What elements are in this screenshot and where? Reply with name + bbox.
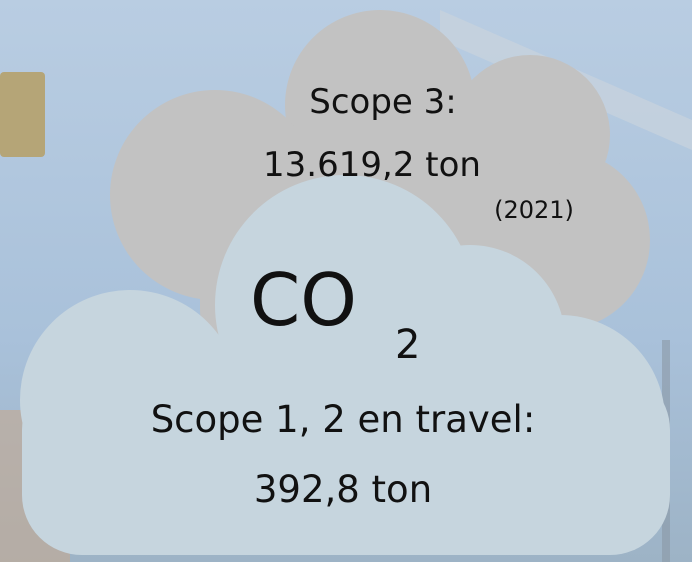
co2-subscript: 2 (395, 322, 420, 368)
scope12-amount: 392,8 ton (254, 468, 432, 511)
scope3-year: (2021) (494, 196, 574, 224)
scope12-label: Scope 1, 2 en travel: (151, 398, 536, 441)
infographic: Scope 3: 13.619,2 ton (2021) CO 2 Scope … (0, 0, 692, 562)
co2-text: CO (250, 258, 357, 342)
scope3-label: Scope 3: (309, 82, 456, 122)
tan-tab (0, 72, 45, 157)
scope3-amount: 13.619,2 ton (263, 145, 481, 185)
